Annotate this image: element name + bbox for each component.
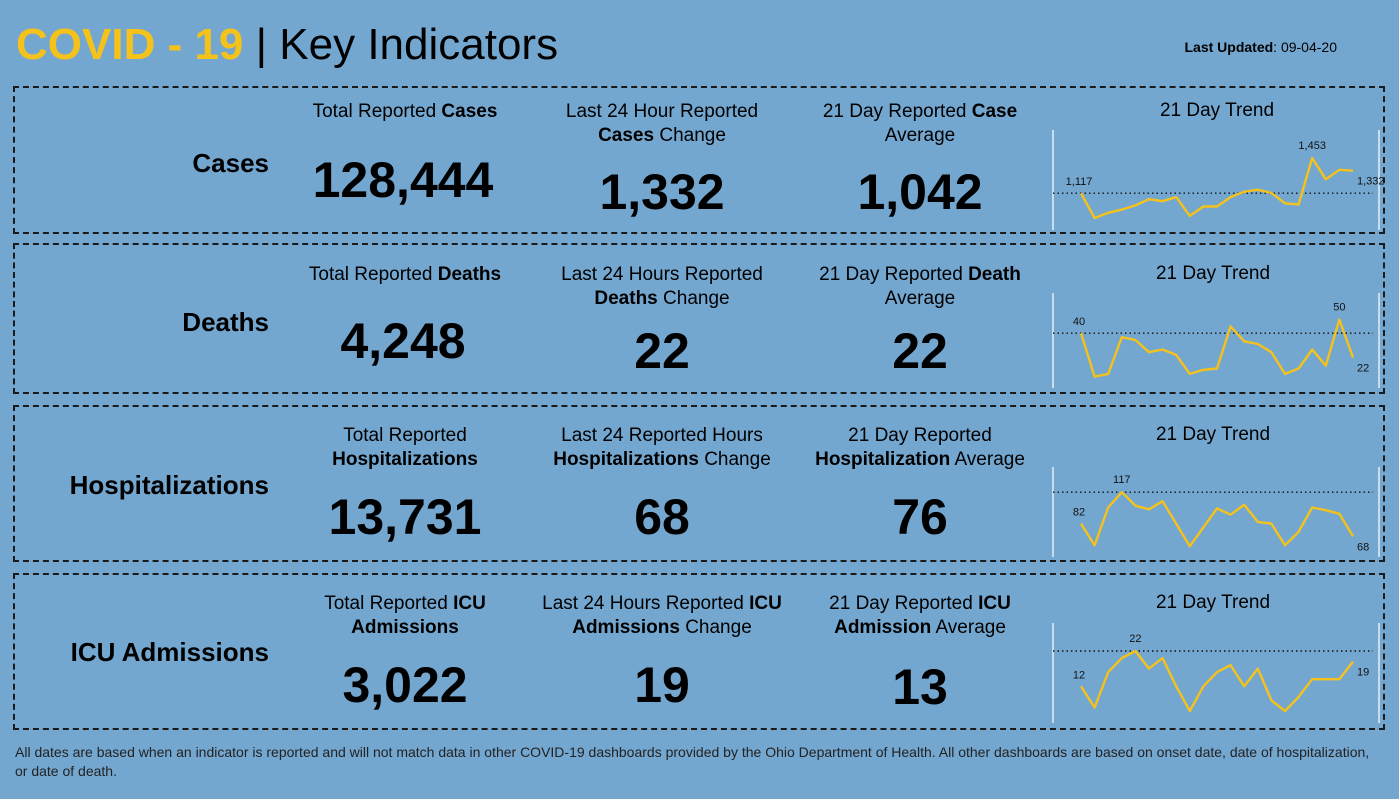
- trend-label-last: 19: [1357, 667, 1369, 679]
- panel-cases: Cases Total Reported Cases 128,444 Last …: [13, 86, 1385, 234]
- last-updated-value: : 09-04-20: [1273, 39, 1337, 55]
- trend-label-first: 82: [1073, 507, 1085, 519]
- trend-series-line: [1079, 491, 1355, 548]
- header-change-hospitalizations: Last 24 Reported Hours Hospitalizations …: [553, 425, 771, 470]
- row-label-hospitalizations: Hospitalizations: [69, 470, 269, 500]
- trend-title-hospitalizations: 21 Day Trend: [1155, 424, 1271, 445]
- page-title: COVID - 19 | Key Indicators: [16, 18, 558, 72]
- panel-hospitalizations: Hospitalizations Total Reported Hospital…: [13, 405, 1385, 562]
- col-total-icu-admissions: Total Reported ICU Admissions: [280, 592, 530, 640]
- footnote: All dates are based when an indicator is…: [15, 744, 1370, 779]
- trend-title-deaths: 21 Day Trend: [1155, 263, 1271, 284]
- trend-series-line: [1079, 318, 1355, 378]
- panel-deaths: Deaths Total Reported Deaths 4,248 Last …: [13, 243, 1385, 394]
- trend-chart-cases: 1,117 1,453 1,332: [1052, 130, 1385, 230]
- trend-label-last: 1,332: [1357, 176, 1385, 188]
- col-total-hospitalizations: Total Reported Hospitalizations: [280, 424, 530, 472]
- value-average-cases: 1,042: [857, 164, 983, 220]
- value-total-cases: 128,444: [312, 152, 494, 208]
- col-total-cases: Total Reported Cases: [280, 100, 530, 124]
- row-label-deaths: Deaths: [182, 307, 269, 337]
- trend-label-last: 68: [1357, 541, 1369, 553]
- trend-chart-deaths: 40 50 22: [1052, 293, 1380, 388]
- value-change-hospitalizations: 68: [634, 489, 690, 545]
- col-change-hospitalizations: Last 24 Reported Hours Hospitalizations …: [537, 424, 787, 472]
- col-average-cases: 21 Day Reported Case Average: [795, 100, 1045, 148]
- value-total-hospitalizations: 13,731: [328, 489, 482, 545]
- value-average-icu-admissions: 13: [892, 659, 948, 715]
- row-label-icu-admissions: ICU Admissions: [70, 637, 269, 667]
- header-total-deaths: Total Reported Deaths: [308, 264, 502, 285]
- col-change-cases: Last 24 Hour Reported Cases Change: [537, 100, 787, 148]
- header-change-deaths: Last 24 Hours Reported Deaths Change: [561, 264, 763, 309]
- col-average-deaths: 21 Day Reported Death Average: [795, 263, 1045, 311]
- title-key-indicators: Key Indicators: [279, 20, 559, 69]
- trend-label-max: 117: [1113, 474, 1131, 486]
- value-average-hospitalizations: 76: [892, 489, 948, 545]
- title-separator: |: [243, 20, 280, 69]
- panel-icu-admissions: ICU Admissions Total Reported ICU Admiss…: [13, 573, 1385, 730]
- value-change-deaths: 22: [634, 323, 690, 379]
- last-updated-label: Last Updated: [1184, 39, 1274, 55]
- header-average-hospitalizations: 21 Day Reported Hospitalization Average: [815, 425, 1025, 470]
- value-average-deaths: 22: [892, 323, 948, 379]
- trend-series-line: [1079, 649, 1354, 713]
- trend-series-line: [1079, 156, 1354, 220]
- trend-title-cases: 21 Day Trend: [1159, 100, 1275, 121]
- trend-label-max: 50: [1333, 302, 1345, 314]
- header-total-cases: Total Reported Cases: [312, 101, 498, 122]
- col-total-deaths: Total Reported Deaths: [280, 263, 530, 287]
- value-change-icu-admissions: 19: [634, 657, 690, 713]
- header-change-icu-admissions: Last 24 Hours Reported ICU Admissions Ch…: [542, 593, 782, 638]
- trend-label-max: 1,453: [1298, 140, 1326, 152]
- col-average-hospitalizations: 21 Day Reported Hospitalization Average: [795, 424, 1045, 472]
- col-change-icu-admissions: Last 24 Hours Reported ICU Admissions Ch…: [537, 592, 787, 640]
- header-total-hospitalizations: Total Reported Hospitalizations: [332, 425, 478, 470]
- col-change-deaths: Last 24 Hours Reported Deaths Change: [537, 263, 787, 311]
- trend-label-last: 22: [1357, 363, 1369, 375]
- value-total-deaths: 4,248: [340, 313, 466, 369]
- header-change-cases: Last 24 Hour Reported Cases Change: [565, 101, 759, 146]
- trend-label-max: 22: [1129, 633, 1141, 645]
- header-average-cases: 21 Day Reported Case Average: [822, 101, 1018, 146]
- row-label-cases: Cases: [192, 148, 269, 178]
- header-average-deaths: 21 Day Reported Death Average: [819, 264, 1021, 309]
- value-change-cases: 1,332: [599, 164, 725, 220]
- header-total-icu-admissions: Total Reported ICU Admissions: [324, 593, 486, 638]
- col-average-icu-admissions: 21 Day Reported ICU Admission Average: [795, 592, 1045, 640]
- trend-chart-hospitalizations: 82 117 68: [1052, 467, 1380, 557]
- last-updated: Last Updated: 09-04-20: [1184, 39, 1337, 55]
- value-total-icu-admissions: 3,022: [342, 657, 468, 713]
- trend-label-first: 1,117: [1066, 176, 1093, 188]
- trend-title-icu-admissions: 21 Day Trend: [1155, 592, 1271, 613]
- title-covid: COVID - 19: [16, 20, 244, 69]
- trend-label-first: 40: [1073, 316, 1085, 328]
- trend-chart-icu-admissions: 12 22 19: [1052, 623, 1380, 723]
- header-average-icu-admissions: 21 Day Reported ICU Admission Average: [829, 593, 1011, 638]
- trend-label-first: 12: [1073, 669, 1085, 681]
